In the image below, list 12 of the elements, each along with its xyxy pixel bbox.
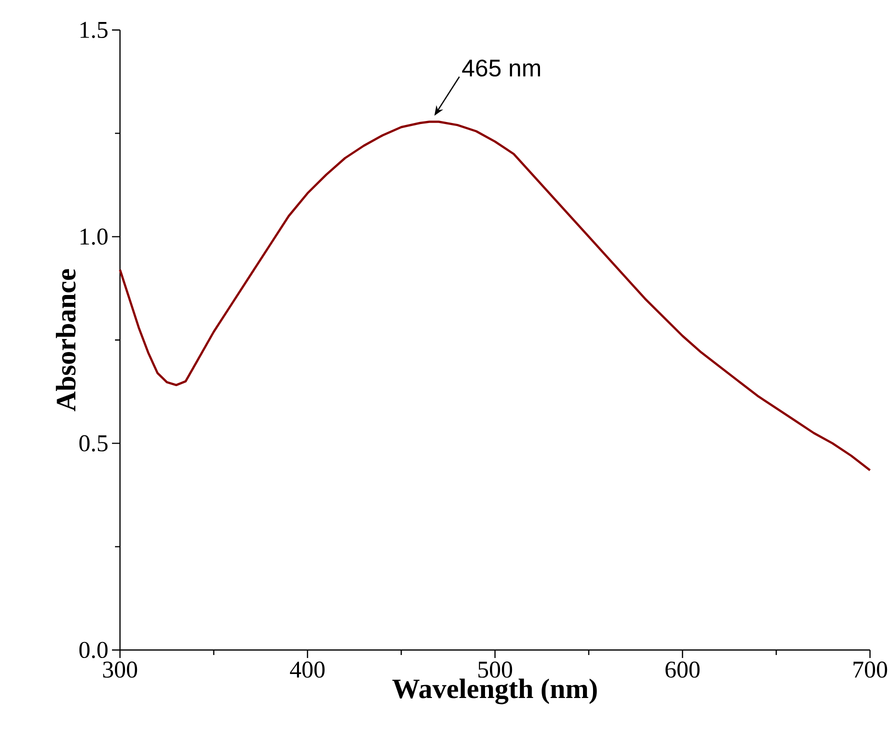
x-tick-label: 700 bbox=[854, 662, 888, 678]
y-axis-title: Absorbance bbox=[56, 269, 76, 412]
x-tick-label: 400 bbox=[290, 662, 325, 678]
y-tick-label: 0.5 bbox=[79, 435, 108, 452]
y-tick-label: 1.0 bbox=[80, 228, 108, 245]
x-tick-label: 300 bbox=[103, 662, 138, 678]
y-tick-label: 1.5 bbox=[80, 22, 108, 38]
x-axis-title: Wavelength (nm) bbox=[392, 678, 597, 704]
y-tick-label: 0.0 bbox=[79, 642, 108, 658]
x-tick-label: 600 bbox=[666, 662, 700, 678]
x-tick-label: 500 bbox=[478, 662, 512, 678]
annotation: 465 nm bbox=[462, 60, 540, 77]
